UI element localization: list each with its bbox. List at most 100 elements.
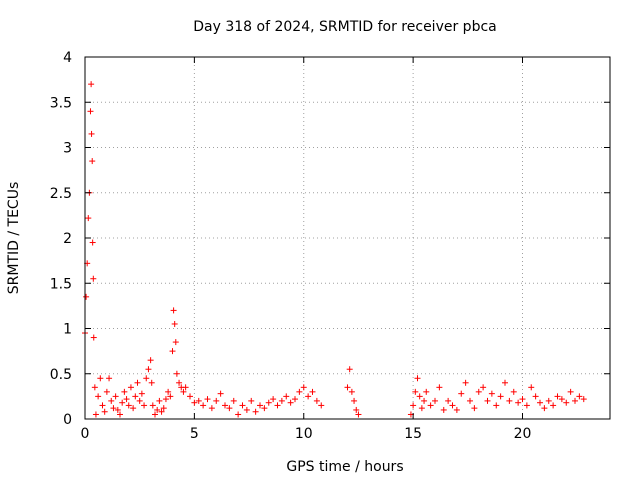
data-point (125, 402, 132, 409)
data-point (305, 393, 312, 400)
data-point (462, 379, 469, 386)
data-point (191, 399, 198, 406)
data-point (488, 390, 495, 397)
tick-labels: 0 5 10 15 20 0 0.5 1 1.5 2 2.5 3 3.5 4 (50, 50, 532, 442)
data-point (176, 379, 183, 386)
data-point (427, 402, 434, 409)
data-point (239, 402, 246, 409)
data-point (421, 397, 428, 404)
data-point (147, 357, 154, 364)
data-point (558, 396, 565, 403)
data-point (121, 388, 128, 395)
data-point (213, 397, 220, 404)
data-point (480, 384, 487, 391)
y-tick-label: 0.5 (50, 367, 72, 383)
data-point (103, 388, 110, 395)
data-point (414, 375, 421, 382)
data-point (278, 397, 285, 404)
y-tick-label: 4 (63, 50, 72, 66)
data-point (136, 397, 143, 404)
data-point (85, 215, 92, 222)
data-point (154, 406, 161, 413)
data-point (449, 402, 456, 409)
data-point (83, 293, 90, 300)
data-point (554, 393, 561, 400)
data-point (265, 399, 272, 406)
data-point (123, 396, 130, 403)
data-point (506, 397, 513, 404)
data-point (145, 366, 152, 373)
data-points (82, 81, 587, 418)
data-point (132, 393, 139, 400)
data-point (226, 405, 233, 412)
data-point (156, 397, 163, 404)
data-point (158, 408, 165, 415)
plot-frame (84, 56, 611, 420)
data-point (88, 81, 95, 88)
data-point (502, 379, 508, 386)
data-point (537, 399, 543, 406)
data-point (563, 399, 570, 406)
data-point (89, 158, 96, 165)
data-point (172, 339, 179, 346)
data-point (346, 366, 353, 373)
data-point (180, 388, 187, 395)
data-point (313, 397, 320, 404)
y-tick-label: 2 (63, 231, 72, 247)
data-point (171, 320, 178, 327)
data-point (344, 384, 351, 391)
data-point (195, 397, 202, 404)
data-point (318, 402, 325, 409)
x-tick-label: 20 (514, 426, 532, 442)
data-point (204, 396, 211, 403)
x-tick-label: 5 (190, 426, 199, 442)
chart-title: Day 318 of 2024, SRMTID for receiver pbc… (193, 19, 496, 35)
data-point (217, 390, 224, 397)
axis-ticks (84, 56, 610, 420)
data-point (300, 384, 307, 391)
data-point (95, 393, 102, 400)
data-point (545, 397, 552, 404)
data-point (222, 402, 228, 409)
data-point (110, 405, 117, 412)
data-point (112, 393, 119, 400)
data-point (440, 406, 447, 413)
data-point (257, 402, 263, 409)
data-point (170, 307, 177, 314)
data-point (475, 388, 482, 395)
data-point (445, 397, 452, 404)
data-point (410, 402, 417, 409)
data-point (187, 393, 193, 400)
data-point (292, 396, 298, 403)
data-point (580, 396, 587, 403)
data-point (484, 397, 491, 404)
data-point (138, 390, 145, 397)
data-point (88, 130, 95, 137)
y-tick-label: 2.5 (50, 186, 72, 202)
data-point (87, 108, 94, 115)
data-point (355, 411, 362, 418)
y-tick-label: 0 (63, 412, 72, 428)
x-tick-label: 10 (295, 426, 313, 442)
data-point (167, 393, 174, 400)
data-point (101, 408, 108, 415)
data-point (152, 411, 158, 418)
data-point (471, 405, 478, 412)
data-point (274, 402, 281, 409)
data-point (510, 388, 517, 395)
data-point (91, 384, 98, 391)
data-point (230, 397, 237, 404)
data-point (550, 402, 557, 409)
data-point (117, 411, 123, 418)
data-point (160, 405, 167, 412)
data-point (99, 402, 106, 409)
data-point (173, 370, 180, 377)
data-point (436, 384, 443, 391)
data-point (528, 384, 535, 391)
data-point (162, 396, 169, 403)
data-point (200, 402, 207, 409)
data-point (458, 390, 465, 397)
y-tick-label: 1 (63, 322, 72, 338)
data-point (141, 402, 148, 409)
data-point (134, 379, 141, 386)
